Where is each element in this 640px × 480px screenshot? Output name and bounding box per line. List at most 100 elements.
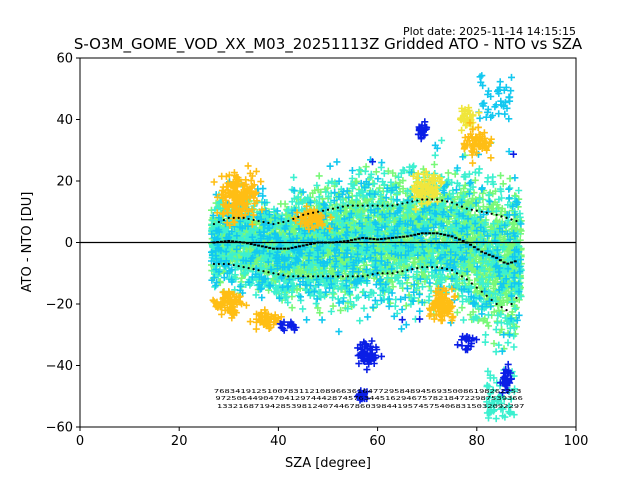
std-mark [436, 266, 439, 269]
std-mark [455, 272, 459, 275]
std-mark [475, 209, 478, 212]
std-mark [421, 198, 424, 201]
std-mark [217, 220, 220, 224]
std-mark [391, 204, 394, 207]
std-mark [346, 204, 349, 207]
std-mark [237, 216, 240, 219]
std-mark [232, 216, 235, 219]
std-mark [287, 275, 290, 278]
std-mark [480, 290, 483, 293]
std-mark [341, 205, 344, 208]
std-mark [326, 208, 330, 211]
std-mark [416, 267, 419, 270]
std-mark [401, 202, 404, 205]
std-mark [292, 275, 295, 278]
std-mark [371, 204, 374, 207]
std-mark [272, 222, 275, 226]
x-tick-label: 100 [564, 434, 589, 449]
std-mark [440, 267, 444, 270]
std-mark [292, 217, 295, 221]
x-tick-label: 80 [469, 434, 486, 449]
std-mark [312, 275, 315, 278]
std-mark [381, 272, 384, 275]
std-mark [331, 207, 335, 210]
std-mark [411, 200, 414, 203]
std-mark [361, 275, 364, 278]
std-mark [366, 204, 369, 207]
std-mark [267, 221, 270, 225]
std-mark [272, 272, 275, 275]
std-mark [302, 275, 305, 278]
std-mark [312, 211, 315, 214]
std-mark [500, 305, 503, 309]
y-tick-label: −60 [46, 421, 73, 436]
std-mark [510, 302, 513, 306]
std-mark [321, 209, 325, 212]
y-tick-label: 60 [56, 52, 73, 67]
std-mark [406, 269, 409, 272]
std-mark [262, 270, 265, 273]
std-mark [252, 218, 255, 222]
std-mark [297, 215, 300, 218]
std-mark [480, 210, 483, 213]
std-mark [262, 220, 265, 224]
std-mark [386, 272, 389, 275]
std-mark [396, 203, 399, 206]
y-axis-label: ATO - NTO [DU] [20, 192, 35, 293]
std-mark [346, 275, 349, 278]
std-mark [247, 217, 250, 221]
std-mark [336, 275, 340, 278]
scatter-cyan [208, 72, 525, 355]
scatter-points [208, 72, 525, 423]
std-mark [316, 210, 320, 213]
std-mark [356, 275, 359, 278]
x-tick-label: 60 [369, 434, 386, 449]
y-tick-label: 40 [56, 113, 73, 128]
std-mark [316, 275, 320, 278]
x-tick-label: 40 [270, 434, 287, 449]
std-mark [436, 198, 439, 201]
std-mark [416, 199, 419, 202]
std-mark [426, 266, 429, 269]
std-mark [450, 201, 454, 204]
std-mark [490, 212, 493, 215]
std-mark [450, 269, 454, 272]
std-mark [401, 270, 404, 273]
std-mark [237, 264, 240, 268]
std-mark [232, 263, 235, 267]
std-mark [351, 275, 354, 278]
std-mark [470, 208, 473, 211]
bin-stats-row: 1332168719428539812407446786039844195745… [217, 404, 525, 410]
std-mark [515, 219, 518, 223]
std-mark [460, 205, 464, 208]
std-mark [391, 272, 394, 275]
std-mark [217, 262, 220, 266]
std-mark [257, 269, 260, 272]
std-mark [297, 275, 300, 278]
std-mark [222, 218, 225, 222]
std-mark [326, 275, 330, 278]
std-mark [376, 204, 379, 207]
std-mark [510, 218, 513, 221]
scatter-orange [209, 119, 495, 333]
std-mark [505, 216, 508, 219]
std-mark [505, 309, 508, 312]
std-mark [485, 294, 488, 297]
std-mark [440, 199, 444, 202]
y-tick-label: 0 [65, 236, 73, 251]
x-tick-label: 20 [171, 434, 188, 449]
plot-date: Plot date: 2025-11-14 14:15:15 [403, 25, 576, 38]
std-mark [351, 204, 354, 207]
std-mark [277, 221, 280, 225]
std-mark [257, 219, 260, 223]
std-mark [366, 274, 369, 277]
bin-stats-row: 7683419125100783112108966361647729584894… [214, 389, 522, 395]
std-mark [431, 198, 434, 201]
std-mark [302, 213, 305, 216]
std-mark [341, 275, 344, 278]
axes: 0 20 40 60 80 100 −60 −40 −20 0 20 40 60 [46, 52, 589, 450]
series-mean-std [212, 262, 518, 312]
std-mark [212, 222, 216, 226]
std-mark [247, 267, 250, 270]
std-mark [445, 200, 449, 203]
